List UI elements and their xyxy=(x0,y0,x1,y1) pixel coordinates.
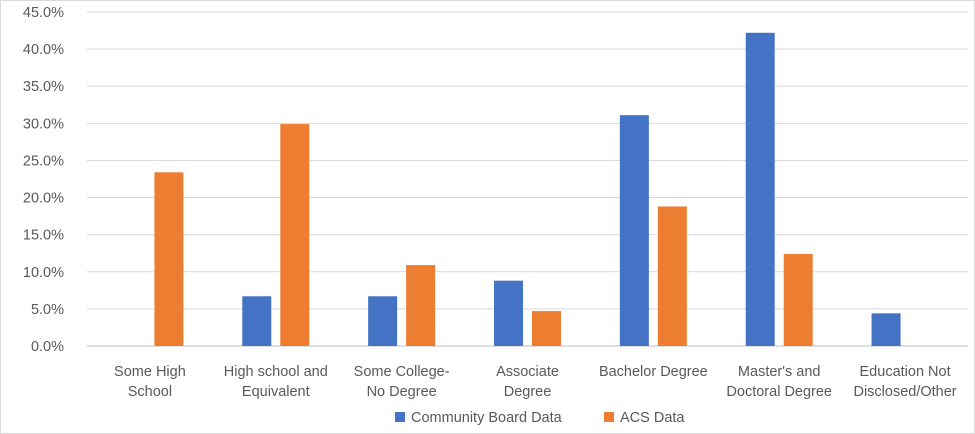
legend-label-acs: ACS Data xyxy=(620,410,685,426)
legend-swatch-acs xyxy=(604,412,614,422)
bar-acs xyxy=(532,311,561,346)
y-tick-label: 30.0% xyxy=(23,116,64,132)
y-tick-label: 0.0% xyxy=(31,339,64,355)
bar-community-board xyxy=(871,313,901,346)
x-category-label: Bachelor Degree xyxy=(599,364,708,380)
y-axis-ticks: 0.0% 5.0% 10.0% 15.0% 20.0% 25.0% 30.0% 35.0% 40… xyxy=(23,5,64,355)
bar-acs xyxy=(657,206,687,346)
y-tick-label: 40.0% xyxy=(23,42,64,58)
y-tick-label: 25.0% xyxy=(23,153,64,169)
x-category-label: Degree xyxy=(504,384,552,400)
y-tick-label: 20.0% xyxy=(23,191,64,207)
bar-acs xyxy=(154,172,184,346)
bar-community-board xyxy=(619,115,649,347)
x-category-label: Disclosed/Other xyxy=(853,384,956,400)
x-category-label: Some High xyxy=(114,364,186,380)
bar-community-board xyxy=(745,32,775,346)
x-category-label: Associate xyxy=(496,364,559,380)
x-category-label: Master's and xyxy=(738,364,821,380)
y-tick-label: 45.0% xyxy=(23,5,64,21)
y-tick-label: 5.0% xyxy=(31,302,64,318)
x-axis-labels: Some High School High school and Equivalent… xyxy=(114,364,957,400)
legend-label-community-board: Community Board Data xyxy=(411,410,563,426)
x-category-label: High school and xyxy=(224,364,328,380)
bar-community-board xyxy=(494,280,523,346)
x-category-label: No Degree xyxy=(367,384,437,400)
y-tick-label: 35.0% xyxy=(23,79,64,95)
legend-swatch-community-board xyxy=(395,412,405,422)
bars xyxy=(154,32,901,347)
legend: Community Board Data ACS Data xyxy=(395,410,685,426)
x-category-label: Doctoral Degree xyxy=(726,384,832,400)
bar-acs xyxy=(280,124,310,346)
x-category-label: Some College- xyxy=(354,364,450,380)
bar-acs xyxy=(406,265,436,346)
bar-community-board xyxy=(368,296,398,346)
bar-acs xyxy=(783,253,813,346)
x-category-label: Education Not xyxy=(860,364,951,380)
bar-community-board xyxy=(242,296,272,346)
x-category-label: Equivalent xyxy=(242,384,310,400)
y-tick-label: 15.0% xyxy=(23,228,64,244)
y-tick-label: 10.0% xyxy=(23,265,64,281)
x-category-label: School xyxy=(128,384,172,400)
gridlines xyxy=(87,11,968,347)
